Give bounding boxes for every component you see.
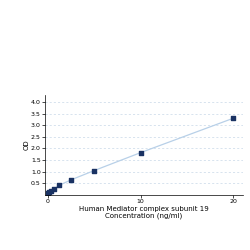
X-axis label: Human Mediator complex subunit 19
Concentration (ng/ml): Human Mediator complex subunit 19 Concen… — [79, 206, 208, 219]
Y-axis label: OD: OD — [24, 140, 30, 150]
Point — [47, 190, 51, 194]
Point — [46, 191, 50, 195]
Point — [49, 189, 53, 193]
Point — [69, 178, 73, 182]
Point — [57, 183, 61, 187]
Point — [138, 151, 142, 155]
Point — [92, 168, 96, 172]
Point — [231, 116, 235, 120]
Point — [52, 187, 56, 191]
